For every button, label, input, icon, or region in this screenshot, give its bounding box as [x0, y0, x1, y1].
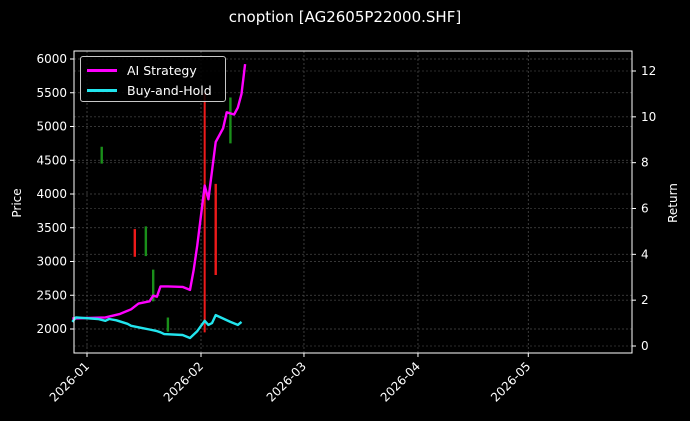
price-tick-label: 4500 [36, 153, 67, 167]
return-axis-label: Return [666, 183, 680, 223]
date-tick-label: 2026-02 [161, 359, 206, 404]
date-tick-label: 2026-01 [47, 359, 92, 404]
legend-item-buy-and-hold: Buy-and-Hold [87, 81, 212, 99]
candlestick [214, 183, 217, 275]
price-tick-label: 2500 [36, 288, 67, 302]
return-tick-label: 2 [641, 293, 649, 307]
legend-item-ai-strategy: AI Strategy [87, 61, 197, 79]
grid-lines [74, 51, 632, 353]
date-tick-label: 2026-03 [264, 359, 309, 404]
plot-frame [73, 50, 633, 354]
return-tick-label: 12 [641, 64, 656, 78]
candlestick [203, 92, 206, 333]
candlestick [166, 317, 170, 332]
price-tick-label: 3000 [36, 255, 67, 269]
return-tick-label: 4 [641, 247, 649, 261]
return-axis: 0 2 4 6 8 10 12 [632, 64, 656, 353]
chart-title: cnoption [AG2605P22000.SHF] [228, 8, 462, 26]
date-tick-label: 2026-05 [488, 359, 533, 404]
legend: AI Strategy Buy-and-Hold [80, 56, 226, 102]
price-tick-label: 5500 [36, 86, 67, 100]
date-tick-label: 2026-04 [378, 359, 423, 404]
ai-strategy-line [72, 63, 247, 320]
ai-strategy-swatch-icon [87, 68, 117, 72]
date-axis: 2026-01 2026-02 2026-03 2026-04 2026-05 [47, 353, 533, 405]
candlestick [100, 146, 103, 164]
buy-and-hold-line [71, 313, 243, 340]
return-tick-label: 8 [641, 156, 649, 170]
candlestick [144, 226, 148, 257]
buy-and-hold-swatch-icon [87, 88, 117, 92]
series-lines [71, 63, 247, 340]
candlesticks [100, 92, 232, 333]
price-tick-label: 4000 [36, 187, 67, 201]
candlestick [151, 269, 155, 302]
return-tick-label: 10 [641, 110, 656, 124]
legend-label: Buy-and-Hold [127, 82, 212, 98]
legend-label: AI Strategy [127, 62, 197, 78]
price-axis-label: Price [10, 188, 24, 217]
return-tick-label: 6 [641, 202, 649, 216]
price-tick-label: 3500 [36, 221, 67, 235]
price-tick-label: 2000 [36, 322, 67, 336]
price-tick-label: 5000 [36, 120, 67, 134]
candlestick [229, 97, 232, 144]
return-tick-label: 0 [641, 339, 649, 353]
price-axis: 2000 2500 3000 3500 4000 4500 5000 5500 6000 [36, 52, 74, 336]
price-tick-label: 6000 [36, 52, 67, 66]
candlestick [133, 229, 137, 257]
